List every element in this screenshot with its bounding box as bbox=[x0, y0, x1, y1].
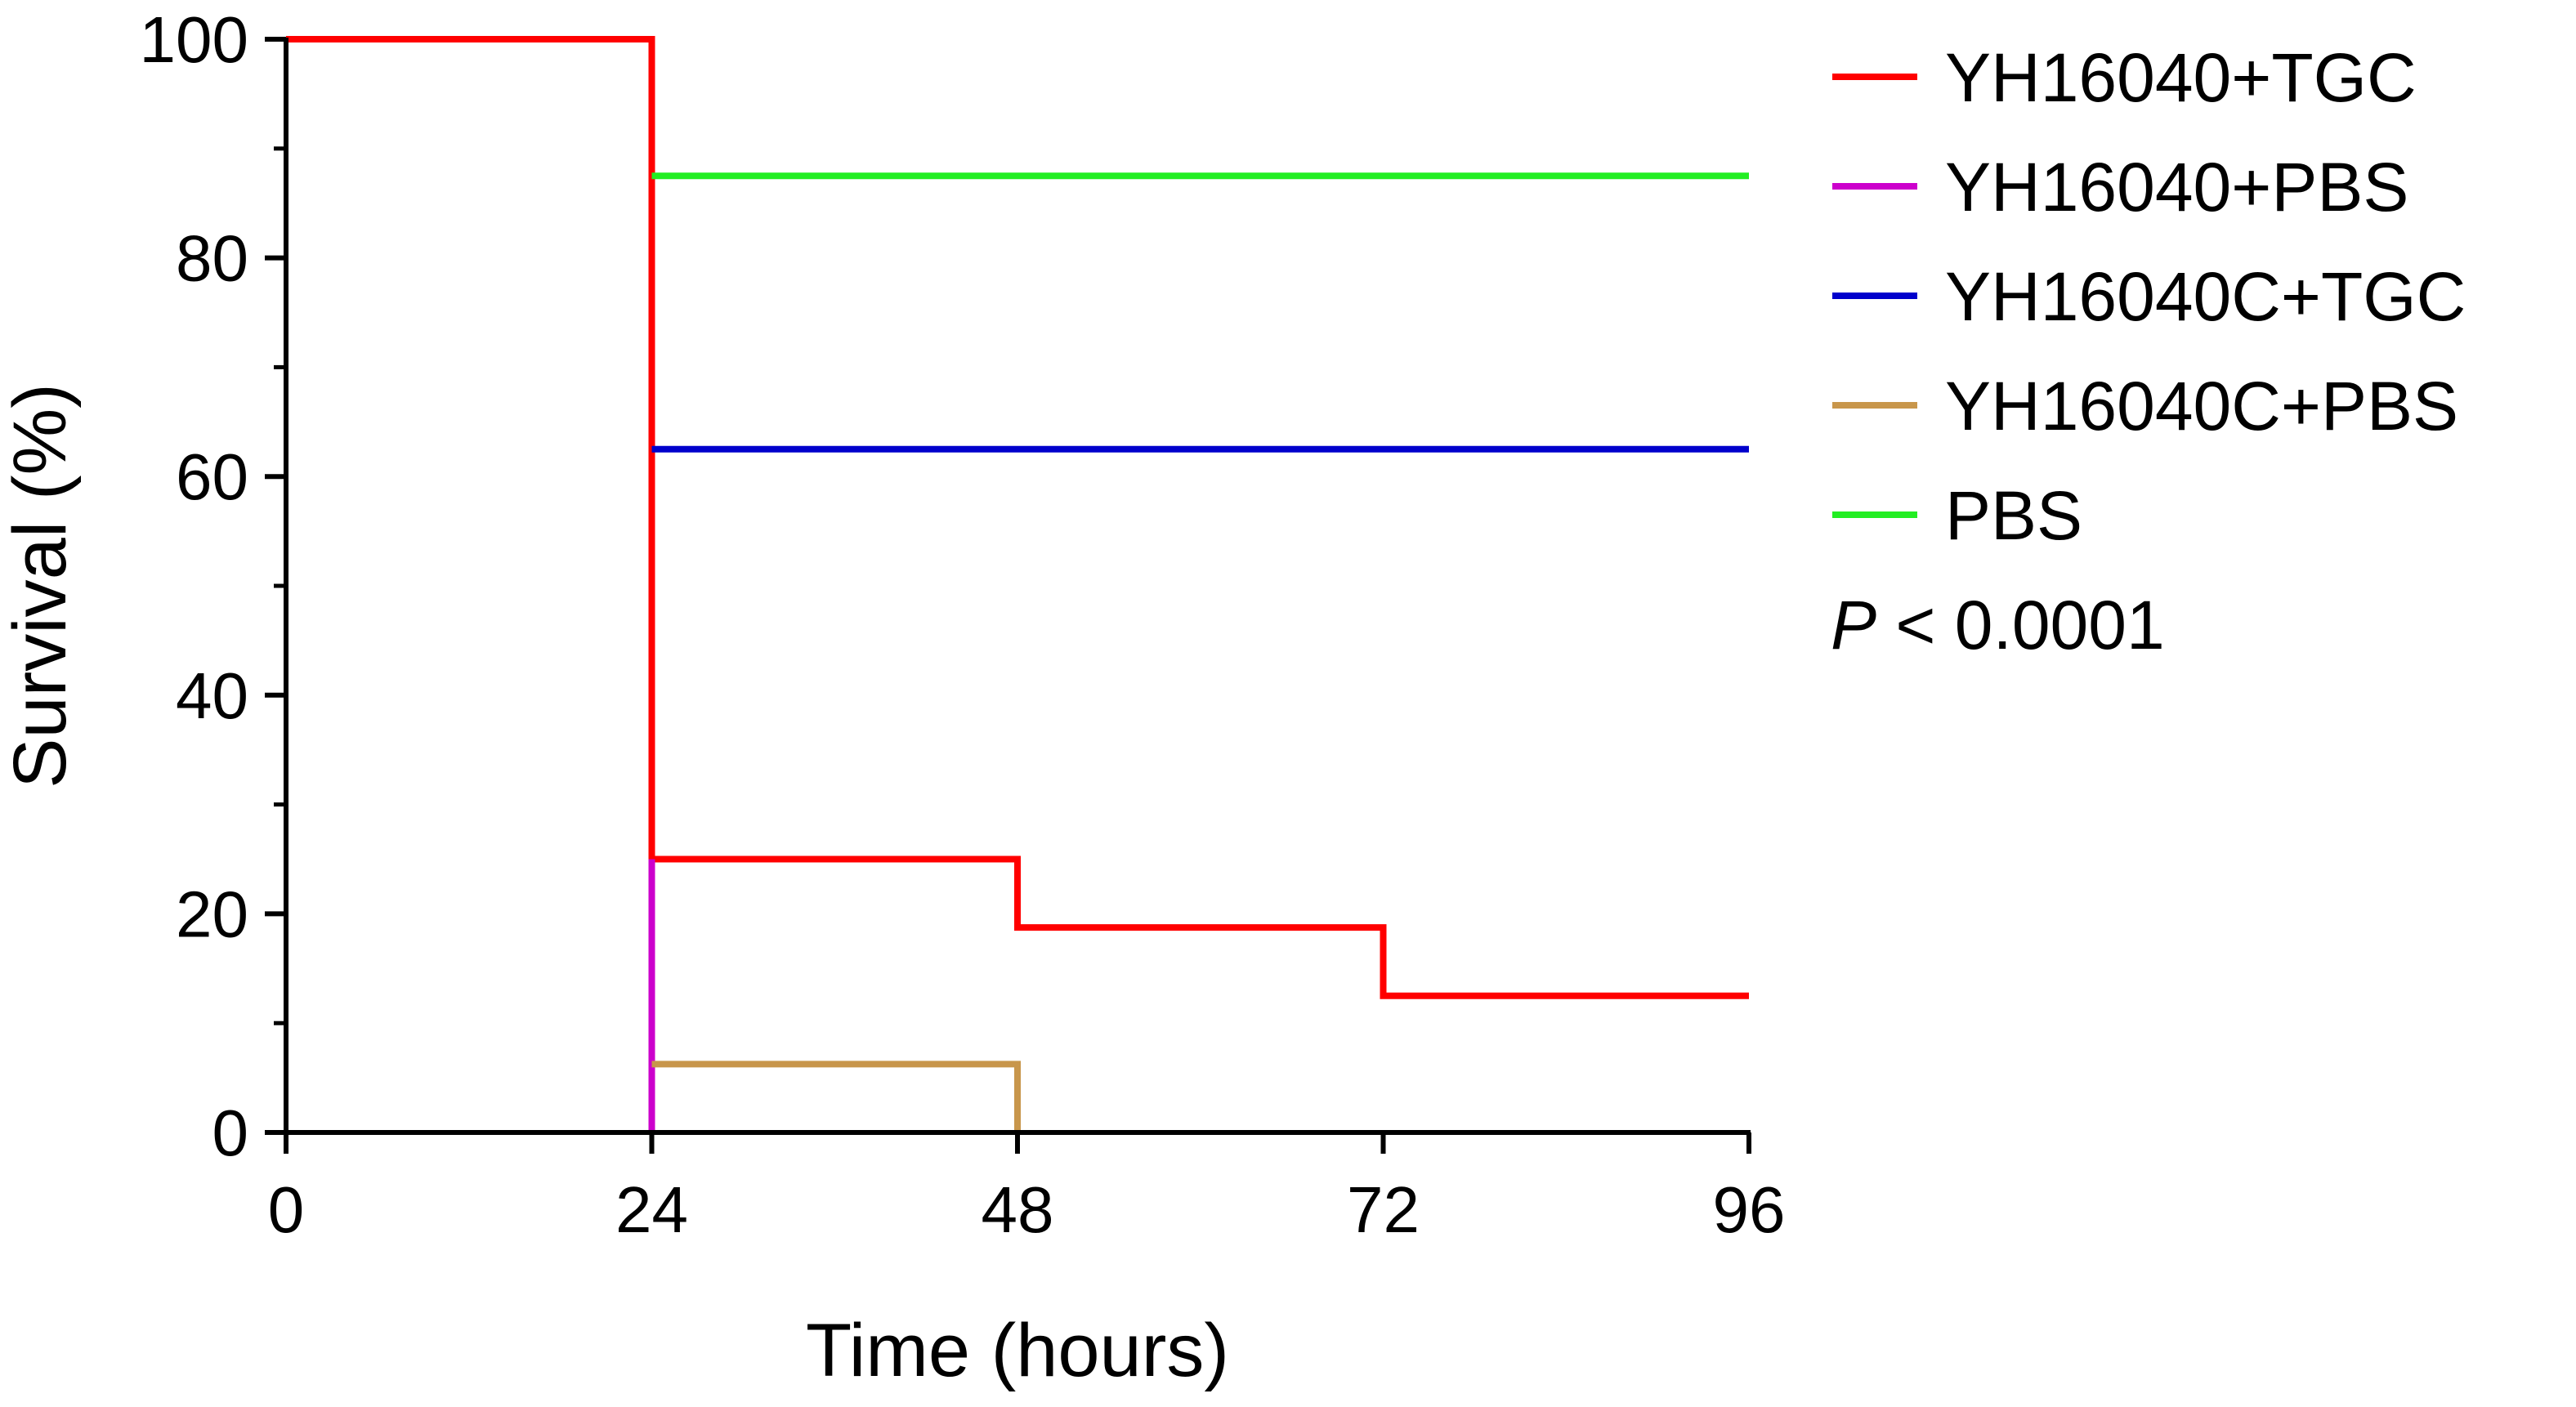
x-tick-label-2: 48 bbox=[982, 1173, 1054, 1246]
legend-label-2: YH16040C+TGC bbox=[1945, 258, 2466, 335]
legend-label-4: PBS bbox=[1945, 477, 2082, 554]
y-tick-label-1: 20 bbox=[176, 878, 248, 950]
x-tick-label-1: 24 bbox=[615, 1173, 688, 1246]
y-tick-label-3: 60 bbox=[176, 440, 248, 513]
x-tick-label-3: 72 bbox=[1347, 1173, 1420, 1246]
y-tick-label-5: 100 bbox=[140, 3, 248, 76]
series-line-3 bbox=[651, 1061, 1021, 1132]
axes-layer: 0 20 40 60 80 100 0 24 48 72 96 Time (hours) Surviva… bbox=[0, 3, 1785, 1392]
legend-label-1: YH16040+PBS bbox=[1945, 149, 2408, 226]
p-value-text: < 0.0001 bbox=[1876, 587, 2165, 663]
y-axis-title: Survival (%) bbox=[0, 383, 82, 788]
legend-label-3: YH16040C+PBS bbox=[1945, 368, 2458, 444]
series-layer bbox=[286, 36, 1749, 1132]
y-tick-label-2: 40 bbox=[176, 659, 248, 732]
p-value-annotation: P < 0.0001 bbox=[1831, 587, 2165, 663]
y-tick-label-0: 0 bbox=[212, 1097, 249, 1169]
p-value-symbol: P bbox=[1831, 587, 1876, 663]
series-line-0 bbox=[286, 36, 1749, 999]
legend: YH16040+TGC YH16040+PBS YH16040C+TGC YH1604… bbox=[1831, 39, 2466, 663]
y-tick-label-4: 80 bbox=[176, 222, 248, 295]
legend-label-0: YH16040+TGC bbox=[1945, 39, 2417, 116]
x-tick-label-4: 96 bbox=[1713, 1173, 1786, 1246]
x-tick-label-0: 0 bbox=[268, 1173, 305, 1246]
x-axis-title: Time (hours) bbox=[806, 1309, 1229, 1392]
